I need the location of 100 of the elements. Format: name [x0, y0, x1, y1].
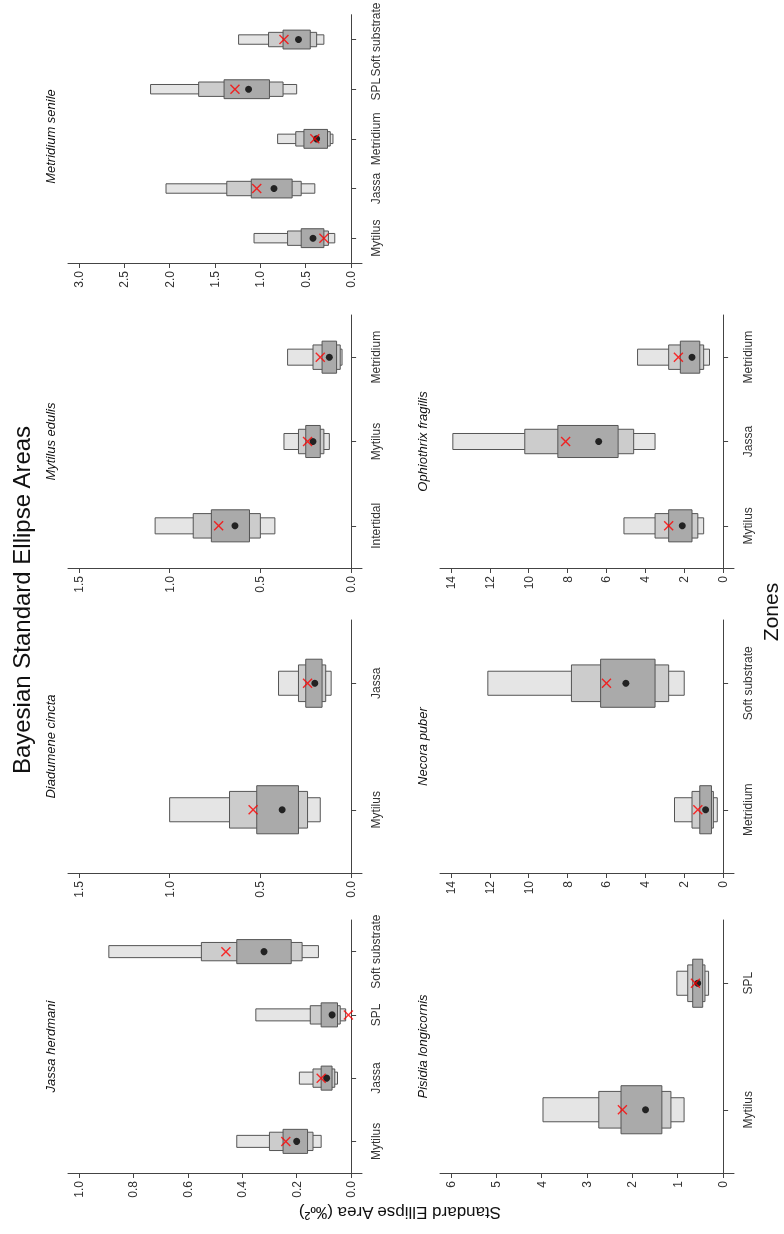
- point: [280, 1136, 291, 1147]
- point: [595, 438, 603, 445]
- x-tick-label: 4: [638, 880, 653, 888]
- y-tick-label: Mytilus: [369, 1122, 383, 1161]
- x-tick-label: 1.0: [253, 270, 268, 288]
- x-tick-label: 0.2: [289, 1180, 304, 1198]
- point: [315, 352, 326, 363]
- point: [311, 679, 319, 687]
- y-axis-title: Zones: [758, 582, 782, 642]
- text: Necora puber: [414, 706, 430, 786]
- point: [343, 1009, 354, 1020]
- point: [231, 522, 239, 530]
- point: [702, 806, 710, 814]
- y-tick-label: Soft substrate: [369, 914, 383, 989]
- point: [622, 679, 630, 687]
- x-tick-label: 1.0: [162, 880, 177, 898]
- y-tick-label: SPL: [369, 77, 383, 101]
- x-tick-label: 0.5: [253, 880, 268, 898]
- point: [220, 946, 231, 957]
- point: [678, 522, 686, 530]
- x-tick-label: 0: [716, 575, 731, 583]
- x-tick-label: 6: [599, 575, 614, 583]
- point: [601, 678, 612, 689]
- point: [318, 233, 329, 244]
- y-tick-label: Mytilus: [369, 422, 383, 461]
- x-tick-label: 1.5: [208, 270, 222, 288]
- text: Ophiothrix fragilis: [414, 390, 430, 492]
- y-tick-label: Mytilus: [369, 791, 383, 829]
- point: [229, 84, 240, 95]
- x-tick-label: 6: [599, 880, 614, 888]
- x-tick-label: 3: [580, 1180, 594, 1188]
- point: [248, 804, 259, 815]
- x-tick-label: 0.0: [344, 575, 359, 593]
- point: [245, 85, 253, 93]
- y-tick-label: Metridium: [741, 783, 755, 837]
- x-tick-label: 0.6: [180, 1180, 195, 1198]
- y-tick-label: Jassa: [369, 1062, 383, 1094]
- x-tick-label: 0: [716, 1180, 731, 1188]
- text: Mytilus edulis: [42, 401, 58, 481]
- x-tick-label: 1.0: [162, 575, 177, 593]
- x-tick-label: 1: [670, 1180, 685, 1188]
- point: [673, 352, 684, 363]
- x-tick-label: 2.0: [162, 270, 177, 288]
- text: Pisidia longicornis: [414, 993, 430, 1099]
- x-tick-label: 8: [560, 880, 575, 888]
- y-tick-label: Soft substrate: [369, 2, 383, 77]
- text: Diadumene cincta: [42, 694, 58, 799]
- x-tick-label: 3.0: [71, 270, 86, 288]
- point: [642, 1106, 650, 1114]
- point: [663, 520, 674, 531]
- point: [617, 1104, 628, 1115]
- point: [213, 520, 224, 531]
- y-tick-label: Jassa: [741, 425, 755, 458]
- x-tick-label: 2: [677, 880, 692, 888]
- y-tick-label: Jassa: [369, 172, 383, 205]
- text: Jassa herdmani: [42, 999, 58, 1094]
- y-tick-label: Metridium: [741, 330, 755, 384]
- text: Bayesian Standard Ellipse Areas: [8, 425, 35, 775]
- x-tick-label: 1.5: [71, 880, 86, 898]
- x-tick-label: 0: [716, 880, 731, 888]
- y-tick-label: Jassa: [369, 667, 383, 699]
- x-tick-label: 0.0: [344, 880, 359, 898]
- point: [278, 806, 286, 814]
- x-tick-label: 2.5: [117, 270, 132, 288]
- point: [260, 948, 268, 956]
- x-tick-label: 0.5: [298, 270, 313, 288]
- x-tick-label: 0.5: [253, 575, 268, 593]
- y-tick-label: Soft substrate: [741, 645, 755, 721]
- point: [278, 34, 289, 45]
- y-tick-label: Metridium: [369, 330, 383, 384]
- x-tick-label: 5: [489, 1180, 504, 1188]
- x-tick-label: 1.0: [71, 1180, 86, 1198]
- x-tick-label: 1.5: [71, 575, 86, 593]
- y-tick-label: Metridium: [369, 112, 383, 166]
- y-tick-label: Mytilus: [369, 219, 383, 257]
- x-tick-label: 8: [560, 575, 575, 583]
- y-tick-label: SPL: [741, 971, 755, 995]
- point: [560, 436, 571, 447]
- x-tick-label: 4: [534, 1180, 549, 1188]
- text: Metridium senile: [42, 89, 58, 184]
- x-tick-label: 14: [443, 880, 458, 895]
- x-tick-label: 6: [443, 1180, 458, 1188]
- x-tick-label: 0.8: [126, 1180, 141, 1198]
- x-tick-label: 0.0: [344, 1180, 359, 1198]
- x-tick-label: 0.0: [344, 270, 359, 288]
- point: [251, 183, 262, 194]
- x-tick-label: 2: [625, 1180, 640, 1188]
- x-tick-label: 10: [521, 575, 536, 590]
- x-tick-label: 10: [521, 880, 536, 895]
- x-tick-label: 2: [677, 575, 692, 583]
- y-tick-label: Mytilus: [741, 1091, 755, 1129]
- x-tick-label: 4: [638, 575, 653, 583]
- y-tick-label: Mytilus: [741, 507, 755, 545]
- y-tick-label: Intertidal: [369, 502, 383, 549]
- x-axis-title: Standard Ellipse Area (‰²): [298, 1202, 502, 1222]
- x-tick-label: 12: [482, 880, 497, 895]
- x-tick-label: 12: [482, 575, 497, 590]
- x-tick-label: 0.4: [235, 1180, 250, 1198]
- x-tick-label: 14: [443, 575, 458, 590]
- point: [270, 185, 278, 193]
